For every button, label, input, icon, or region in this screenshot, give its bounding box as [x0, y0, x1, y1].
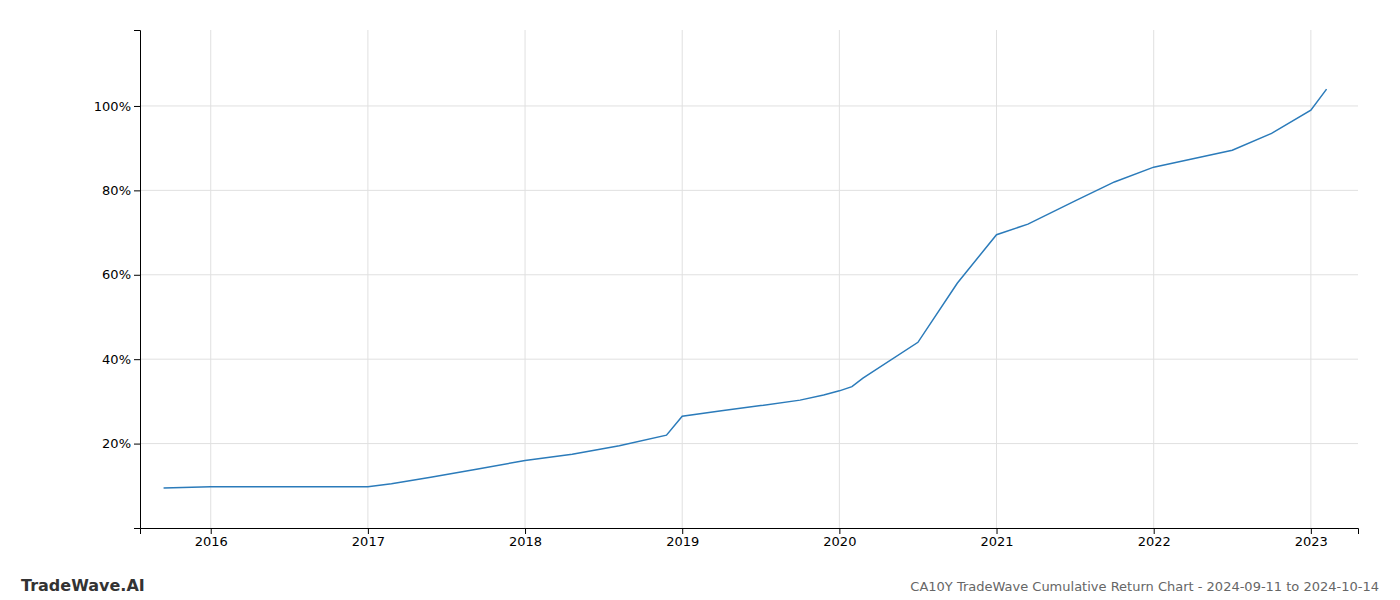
x-tick-mark — [525, 528, 526, 534]
line — [164, 89, 1327, 488]
y-tick-label: 20% — [102, 436, 131, 451]
y-tick-mark — [134, 106, 140, 107]
x-tick-label: 2021 — [980, 534, 1013, 549]
x-tick-mark — [368, 528, 369, 534]
grid-line-x — [1310, 30, 1311, 528]
x-tick: 2022 — [1138, 528, 1171, 549]
y-axis: 20% 40% 60% 80% 100% — [94, 31, 141, 529]
x-tick: 2018 — [509, 528, 542, 549]
x-tick-label: 2018 — [509, 534, 542, 549]
x-tick: 2020 — [823, 528, 856, 549]
grid-line-y — [140, 443, 1358, 444]
x-tick-mark — [997, 528, 998, 534]
x-tick-mark — [1154, 528, 1155, 534]
grid-line-x — [996, 30, 997, 528]
grid-line-x — [682, 30, 683, 528]
grid-line-x — [839, 30, 840, 528]
y-tick: 100% — [94, 99, 140, 114]
grid-line-y — [140, 359, 1358, 360]
axis-line — [134, 31, 141, 529]
x-tick-label: 2022 — [1138, 534, 1171, 549]
grid-line-x — [210, 30, 211, 528]
grid-line-x — [525, 30, 526, 528]
axis-line — [141, 529, 1359, 535]
y-tick: 80% — [102, 183, 140, 198]
title: CA10Y TradeWave Cumulative Return Chart … — [910, 579, 1379, 594]
grid — [140, 30, 1358, 528]
x-tick-mark — [211, 528, 212, 534]
x-tick: 2017 — [352, 528, 385, 549]
x-tick-mark — [839, 528, 840, 534]
x-tick: 2021 — [980, 528, 1013, 549]
y-tick: 40% — [102, 352, 140, 367]
x-tick: 2019 — [666, 528, 699, 549]
plot-area: 2016 2017 2018 2019 2020 2021 2022 2023 20% 40% 60… — [94, 30, 1359, 549]
x-tick-mark — [682, 528, 683, 534]
grid-line-y — [140, 274, 1358, 275]
y-tick-mark — [134, 359, 140, 360]
x-axis: 2016 2017 2018 2019 2020 2021 2022 2023 — [141, 528, 1359, 549]
grid-line-x — [367, 30, 368, 528]
y-tick: 60% — [102, 267, 140, 282]
series-group — [164, 89, 1327, 488]
x-tick: 2016 — [195, 528, 228, 549]
watermark: TradeWave.AI — [21, 576, 145, 595]
grid-line-y — [140, 190, 1358, 191]
x-tick-mark — [1311, 528, 1312, 534]
x-tick-label: 2017 — [352, 534, 385, 549]
x-tick-label: 2023 — [1295, 534, 1328, 549]
y-tick-label: 40% — [102, 352, 131, 367]
y-tick: 20% — [102, 436, 140, 451]
y-tick-label: 60% — [102, 267, 131, 282]
y-tick-label: 100% — [94, 99, 131, 114]
x-tick-label: 2016 — [195, 534, 228, 549]
x-tick-label: 2020 — [823, 534, 856, 549]
x-tick-label: 2019 — [666, 534, 699, 549]
grid-line-y — [140, 105, 1358, 106]
y-tick-mark — [134, 444, 140, 445]
chart: 2016 2017 2018 2019 2020 2021 2022 2023 20% 40% 60… — [0, 0, 1400, 600]
x-tick: 2023 — [1295, 528, 1328, 549]
y-tick-mark — [134, 275, 140, 276]
y-tick-mark — [134, 190, 140, 191]
grid-line-x — [1153, 30, 1154, 528]
y-tick-label: 80% — [102, 183, 131, 198]
